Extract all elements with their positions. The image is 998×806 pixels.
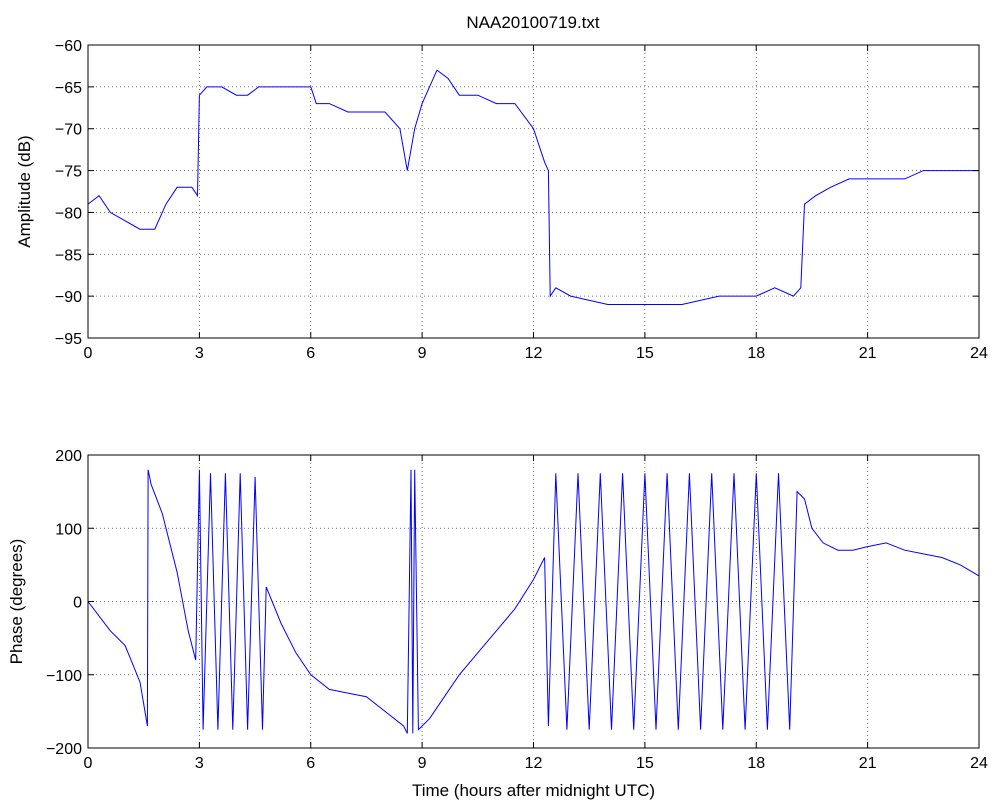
amplitude-y-axis-title: Amplitude (dB) [15,135,34,247]
phase-x-tick-label: 21 [859,755,877,772]
phase-x-tick-label: 12 [525,755,543,772]
phase-y-tick-label: −100 [46,668,82,685]
amplitude-series-line [87,69,979,305]
phase-x-tick-label: 9 [418,755,427,772]
amplitude-y-tick-label: −85 [55,247,82,264]
amplitude-y-tick-label: −90 [55,289,82,306]
amplitude-panel: 0 3 6 9 12 15 18 21 24 −60 −65 −70 −75 −80 −85 −90 −95 Am… [15,38,988,362]
amplitude-y-tick-label: −65 [55,80,82,97]
phase-x-axis-title: Time (hours after midnight UTC) [412,781,655,800]
phase-x-tick-label: 18 [747,755,765,772]
phase-y-tick-label: 200 [55,448,82,465]
amplitude-x-tick-label: 12 [525,345,543,362]
phase-series-line [87,469,980,734]
phase-y-tick-label: 0 [73,595,82,612]
amplitude-x-tick-label: 15 [636,345,654,362]
phase-x-tick-label: 15 [636,755,654,772]
amplitude-y-tick-label: −80 [55,205,82,222]
phase-x-tick-label: 24 [970,755,988,772]
amplitude-x-tick-label: 24 [970,345,988,362]
amplitude-plot-frame [87,44,980,339]
amplitude-x-tick-label: 9 [418,345,427,362]
amplitude-x-tick-label: 6 [306,345,315,362]
amplitude-y-tick-label: −75 [55,164,82,181]
phase-x-tick-label: 6 [306,755,315,772]
phase-panel: 0 3 6 9 12 15 18 21 24 200 100 0 −100 −200 Phase (degr… [7,448,988,800]
amplitude-x-tick-label: 3 [195,345,204,362]
phase-y-tick-label: 100 [55,521,82,538]
phase-x-tick-label: 0 [84,755,93,772]
amplitude-x-tick-label: 18 [747,345,765,362]
chart-title: NAA20100719.txt [466,13,600,32]
amplitude-y-tick-label: −95 [55,331,82,348]
amplitude-x-tick-label: 0 [84,345,93,362]
phase-y-tick-label: −200 [46,741,82,758]
amplitude-x-tick-label: 21 [859,345,877,362]
phase-x-tick-label: 3 [195,755,204,772]
amplitude-y-tick-label: −70 [55,122,82,139]
amplitude-y-tick-label: −60 [55,38,82,55]
phase-y-axis-title: Phase (degrees) [7,539,26,665]
